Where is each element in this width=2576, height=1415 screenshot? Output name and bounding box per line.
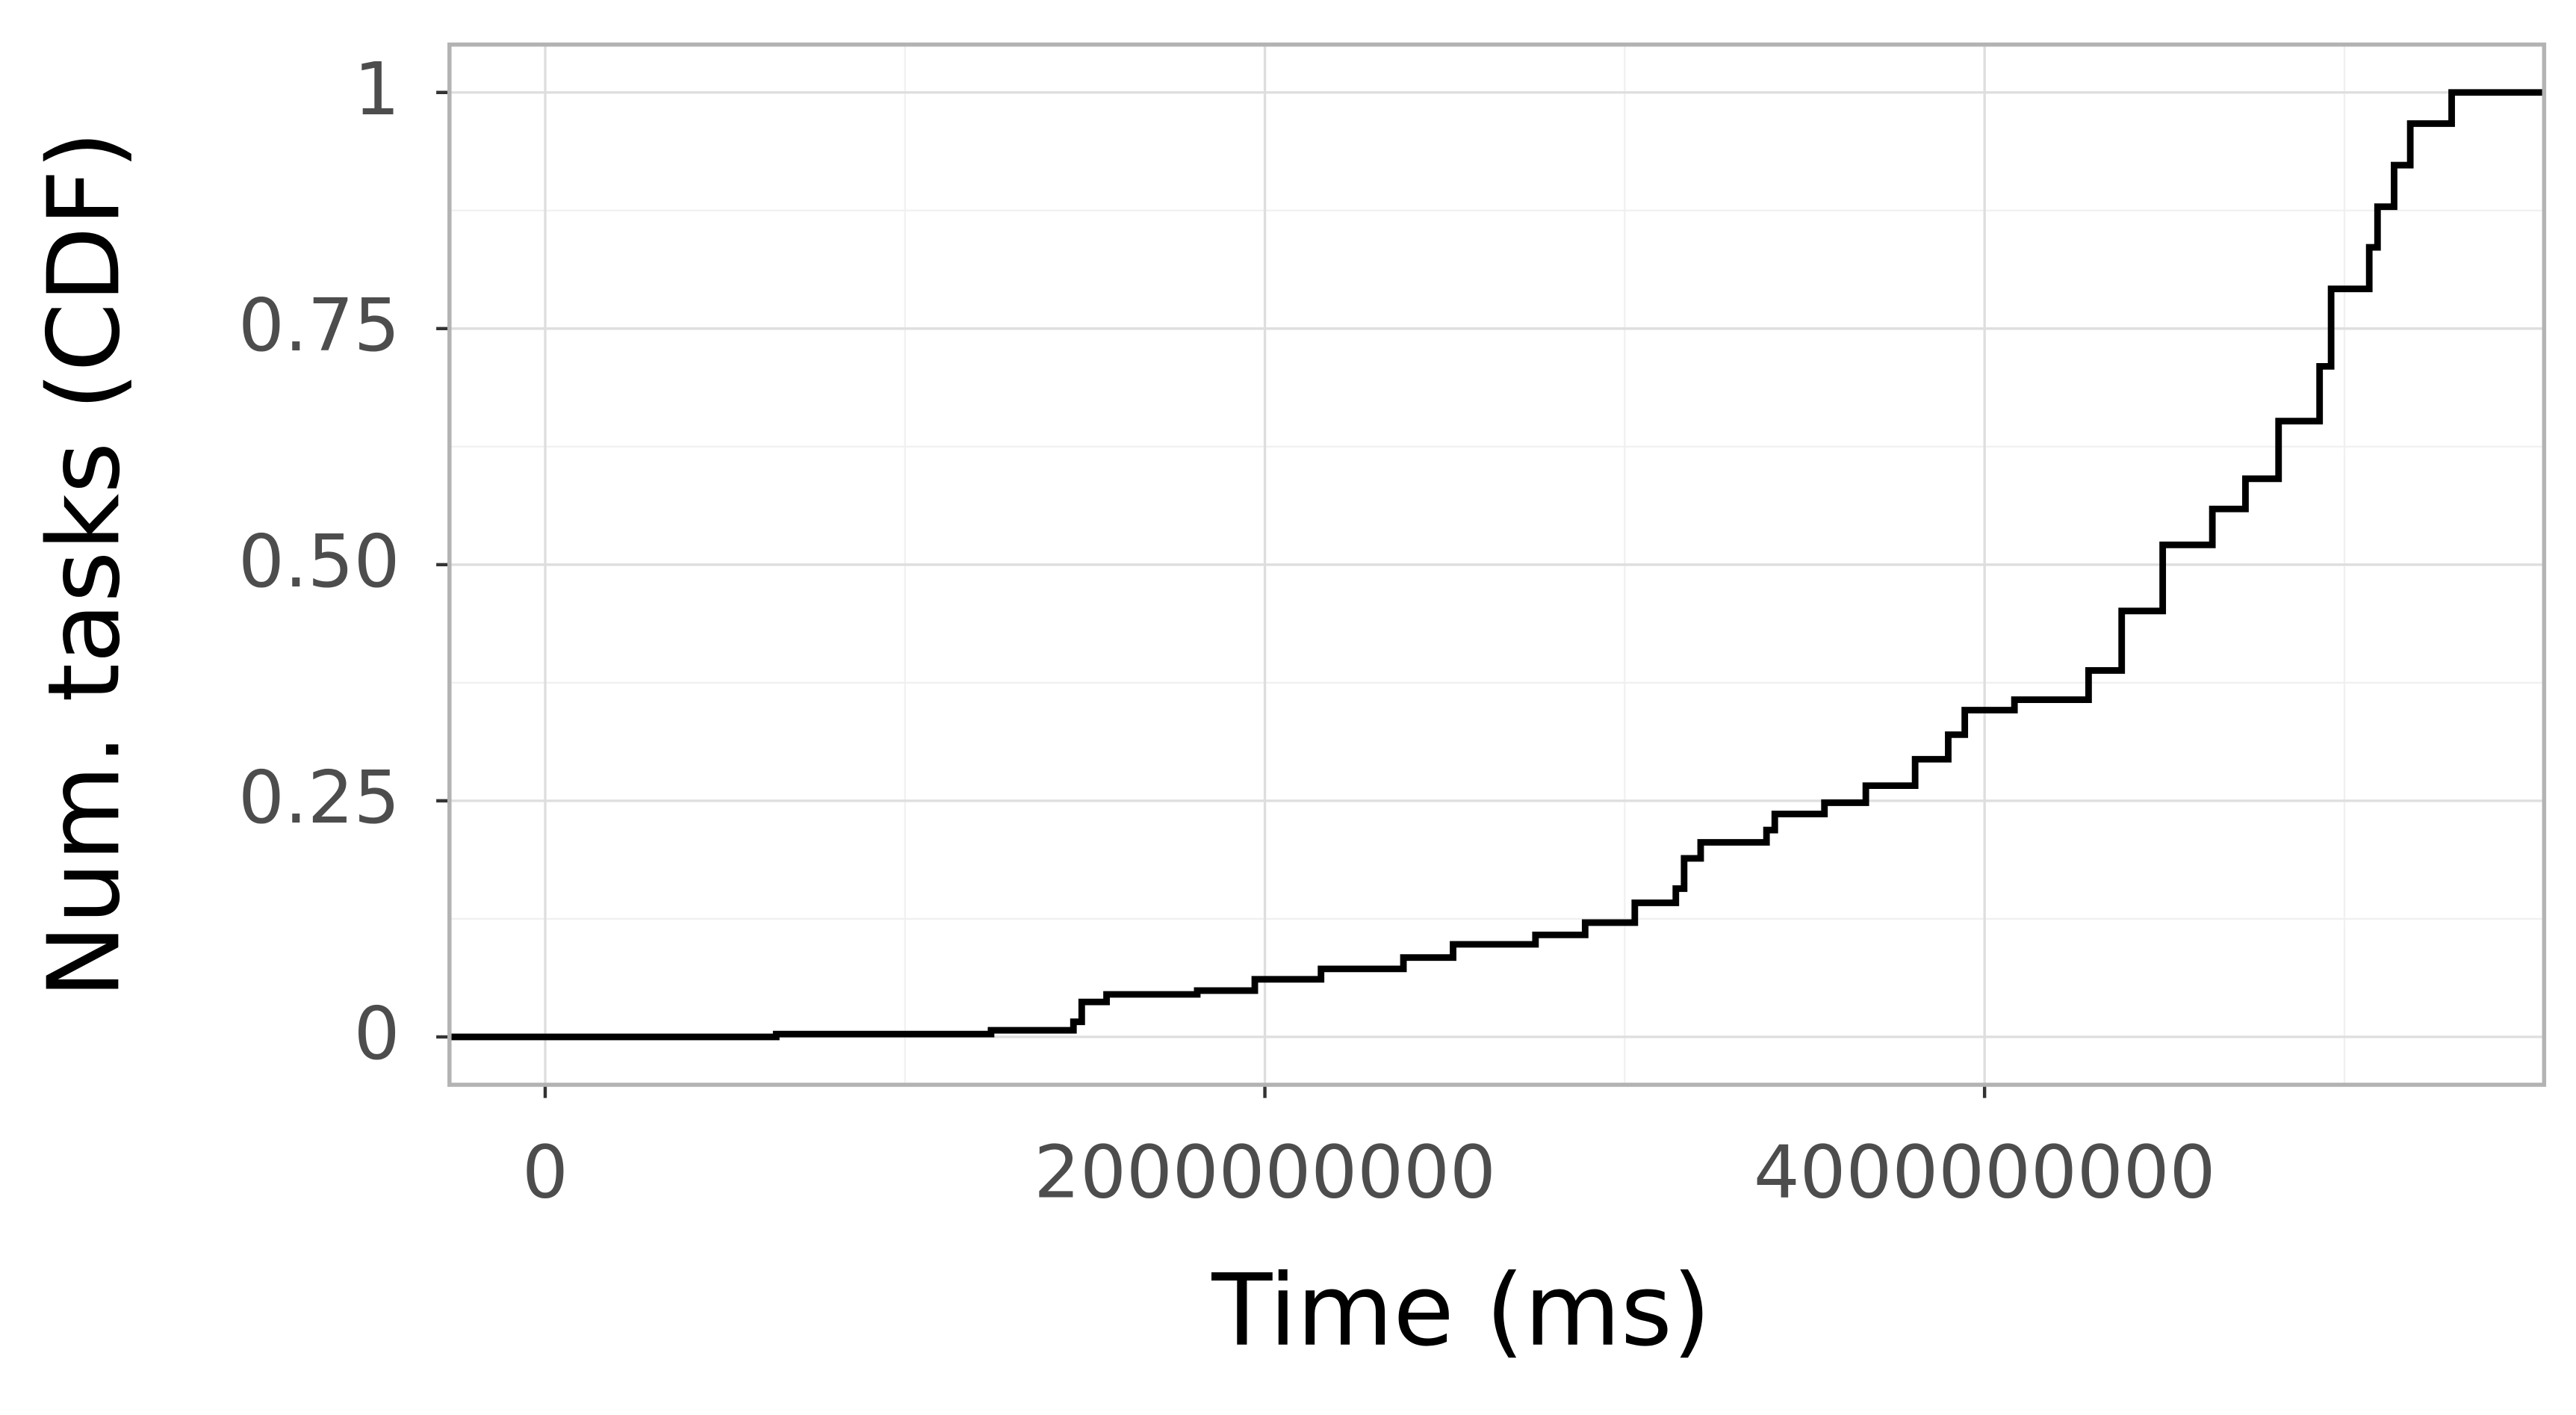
x-tick-label: 0 xyxy=(522,1130,568,1215)
plot: 0 2000000000 4000000000 0 0.25 0.50 0.75 1 xyxy=(238,47,2545,1215)
y-tick-label: 1 xyxy=(354,47,400,131)
x-axis-label: Time (ms) xyxy=(1211,1254,1710,1369)
grid xyxy=(449,44,2545,1085)
x-tick-label: 4000000000 xyxy=(1754,1130,2216,1215)
y-tick-label: 0.75 xyxy=(238,283,400,368)
y-axis-label: Num. tasks (CDF) xyxy=(27,131,142,998)
panel-border xyxy=(447,42,2547,1087)
x-tick-label: 2000000000 xyxy=(1034,1130,1496,1215)
y-tick-label: 0.25 xyxy=(238,755,400,840)
y-tick-label: 0 xyxy=(354,991,400,1076)
cdf-line xyxy=(449,89,2545,1041)
y-tick-label: 0.50 xyxy=(238,519,400,604)
